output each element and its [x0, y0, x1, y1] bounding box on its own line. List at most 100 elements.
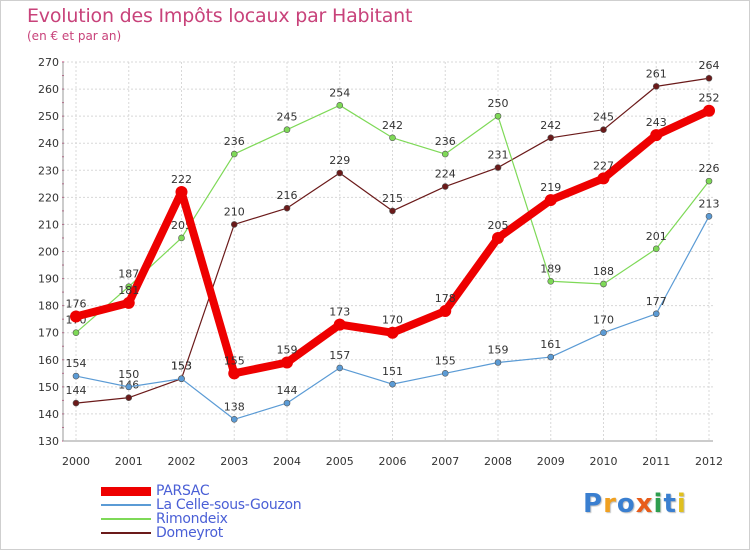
data-point-domeyrot [125, 394, 133, 401]
data-point-parsac [70, 310, 82, 323]
data-label-domeyrot: 242 [540, 119, 561, 132]
logo-letter: x [635, 489, 654, 519]
data-point-domeyrot [652, 83, 660, 90]
data-point-rimondeix [547, 277, 555, 285]
legend-item-rimondeix: Rimondeix [101, 512, 301, 526]
data-label-parsac: 176 [66, 297, 87, 310]
legend-swatch-domeyrot [101, 532, 151, 534]
proxiti-logo: Proxiti [583, 489, 687, 519]
data-label-domeyrot: 231 [488, 149, 509, 162]
logo-letter: r [603, 489, 617, 519]
y-tick-label: 190 [38, 273, 59, 286]
y-tick-label: 180 [38, 300, 59, 313]
data-point-parsac [175, 185, 188, 198]
x-tick-label: 2008 [484, 455, 512, 468]
x-tick-label: 2005 [326, 455, 354, 468]
data-point-la-celle-sous-gouzon [705, 213, 713, 220]
data-point-rimondeix [705, 177, 713, 185]
data-point-domeyrot [72, 399, 80, 407]
legend-label-parsac: PARSAC [156, 483, 210, 499]
data-point-domeyrot [494, 164, 502, 171]
y-tick-label: 140 [38, 408, 59, 421]
data-label-domeyrot: 224 [435, 168, 456, 181]
logo-letter: i [653, 489, 664, 519]
data-label-la-celle-sous-gouzon: 154 [66, 357, 87, 370]
data-label-parsac: 178 [435, 292, 456, 305]
data-label-rimondeix: 236 [224, 135, 245, 148]
data-label-parsac: 222 [171, 173, 192, 186]
data-point-rimondeix [230, 150, 238, 158]
y-tick-label: 260 [38, 83, 59, 96]
data-point-la-celle-sous-gouzon [336, 364, 344, 372]
data-point-rimondeix [441, 150, 449, 158]
data-point-domeyrot [283, 204, 291, 212]
data-label-la-celle-sous-gouzon: 150 [118, 368, 139, 381]
data-point-rimondeix [389, 134, 396, 142]
data-point-domeyrot [547, 134, 555, 142]
x-tick-label: 2002 [168, 455, 196, 468]
data-label-rimondeix: 245 [277, 111, 298, 124]
data-label-domeyrot: 229 [329, 154, 350, 167]
data-point-la-celle-sous-gouzon [600, 329, 607, 337]
legend-item-la-celle-sous-gouzon: La Celle-sous-Gouzon [101, 498, 302, 512]
data-label-parsac: 159 [277, 343, 298, 356]
data-label-rimondeix: 187 [118, 268, 139, 281]
data-label-parsac: 243 [646, 116, 667, 129]
data-label-la-celle-sous-gouzon: 170 [593, 314, 614, 327]
data-label-domeyrot: 210 [224, 205, 245, 218]
data-point-domeyrot [441, 183, 449, 190]
data-point-parsac [386, 326, 399, 339]
data-label-rimondeix: 236 [435, 135, 456, 148]
data-point-rimondeix [336, 102, 344, 109]
data-point-parsac [492, 231, 504, 244]
data-point-rimondeix [494, 112, 502, 120]
data-label-parsac: 219 [540, 181, 561, 194]
data-point-la-celle-sous-gouzon [230, 416, 238, 423]
data-label-parsac: 227 [593, 159, 614, 172]
data-label-parsac: 173 [329, 306, 350, 319]
data-point-parsac [544, 194, 557, 207]
data-label-rimondeix: 188 [593, 265, 614, 278]
data-point-parsac [333, 318, 346, 331]
data-label-la-celle-sous-gouzon: 155 [435, 354, 456, 367]
data-point-domeyrot [705, 74, 713, 82]
legend-label-rimondeix: Rimondeix [156, 511, 228, 527]
y-tick-label: 270 [38, 56, 59, 69]
data-label-la-celle-sous-gouzon: 138 [224, 400, 245, 413]
legend-swatch-rimondeix [101, 518, 151, 520]
logo-letter: o [616, 489, 636, 519]
logo-letter: P [583, 489, 604, 519]
x-tick-label: 2012 [695, 455, 723, 468]
y-tick-label: 220 [38, 191, 59, 204]
data-label-rimondeix: 242 [382, 119, 403, 132]
data-label-rimondeix: 226 [699, 162, 720, 175]
data-label-parsac: 155 [224, 354, 245, 367]
data-point-rimondeix [283, 126, 291, 133]
data-point-la-celle-sous-gouzon [547, 353, 555, 361]
data-label-rimondeix: 254 [329, 86, 350, 99]
data-point-la-celle-sous-gouzon [441, 370, 449, 377]
y-tick-label: 150 [38, 381, 59, 394]
y-tick-label: 170 [38, 327, 59, 340]
data-point-la-celle-sous-gouzon [652, 310, 660, 318]
data-label-domeyrot: 144 [66, 384, 87, 397]
data-label-domeyrot: 264 [699, 59, 720, 72]
data-point-domeyrot [230, 221, 238, 228]
data-point-domeyrot [600, 126, 607, 133]
data-label-la-celle-sous-gouzon: 159 [488, 343, 509, 356]
y-tick-label: 130 [38, 435, 59, 448]
data-point-la-celle-sous-gouzon [72, 372, 80, 380]
data-point-la-celle-sous-gouzon [125, 383, 133, 391]
x-tick-label: 2001 [115, 455, 143, 468]
data-label-domeyrot: 153 [171, 360, 192, 373]
data-point-parsac [439, 305, 452, 318]
data-label-parsac: 205 [488, 219, 509, 232]
data-point-la-celle-sous-gouzon [178, 375, 185, 383]
data-label-la-celle-sous-gouzon: 153 [171, 360, 192, 373]
x-tick-label: 2010 [590, 455, 618, 468]
data-label-la-celle-sous-gouzon: 157 [329, 349, 350, 362]
data-point-parsac [597, 172, 610, 185]
data-label-parsac: 170 [382, 314, 403, 327]
